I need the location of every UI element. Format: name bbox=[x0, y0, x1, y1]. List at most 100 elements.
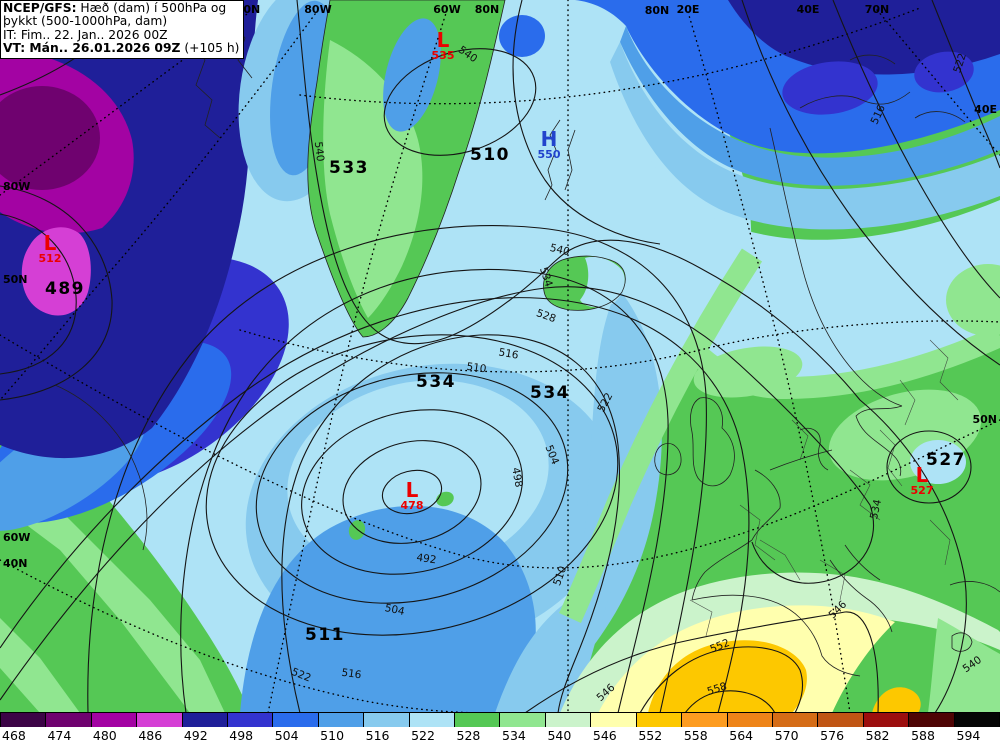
coordinate-label: 40N bbox=[3, 557, 28, 570]
scale-value: 552 bbox=[638, 728, 663, 743]
init-time: IT: Fim.. 22. Jan.. 2026 00Z bbox=[3, 27, 168, 42]
thickness-scale-labels: 468 474 480 486 492 498 504 510 516 522 528 534 540 5… bbox=[0, 727, 1000, 745]
baltic-coast bbox=[855, 405, 903, 477]
low-center-marker: L bbox=[44, 231, 57, 255]
iberia-coast bbox=[691, 594, 861, 677]
coordinate-label: 50N bbox=[972, 413, 997, 426]
coordinate-label: 40E bbox=[797, 3, 820, 16]
center-value: 550 bbox=[538, 148, 561, 161]
coordinate-label: 60W bbox=[433, 3, 460, 16]
low-center-marker: L bbox=[406, 478, 419, 502]
color-swatch bbox=[909, 713, 955, 727]
color-swatch bbox=[182, 713, 229, 727]
scale-value: 588 bbox=[911, 728, 935, 743]
thickness-label: 510 bbox=[470, 145, 510, 165]
color-swatch bbox=[137, 713, 183, 727]
scale-value: 492 bbox=[183, 728, 208, 743]
color-swatch bbox=[545, 713, 592, 727]
scale-value: 504 bbox=[274, 728, 299, 743]
blacksea-coast bbox=[949, 581, 1000, 652]
scale-value: 540 bbox=[547, 728, 572, 743]
contour-label: 540 bbox=[312, 141, 326, 162]
coordinate-label: 70N bbox=[865, 3, 890, 16]
color-swatch bbox=[591, 713, 637, 727]
contour-label: 534 bbox=[868, 498, 884, 520]
thickness-fill-layer bbox=[0, 0, 1000, 713]
high-center-marker: H bbox=[541, 127, 558, 151]
model-name: NCEP/GFS: bbox=[3, 1, 77, 15]
color-swatch bbox=[682, 713, 728, 727]
contour-label: 498 bbox=[509, 467, 524, 489]
coordinate-label: 50N bbox=[3, 273, 28, 286]
thickness-label: 511 bbox=[305, 625, 345, 645]
biscay-coast bbox=[691, 539, 753, 601]
border-layer bbox=[689, 339, 959, 637]
color-swatch bbox=[318, 713, 365, 727]
scale-value: 570 bbox=[774, 728, 799, 743]
color-swatch bbox=[91, 713, 138, 727]
ireland-coast bbox=[654, 443, 682, 476]
contour-label: 492 bbox=[416, 552, 438, 567]
thickness-label: 534 bbox=[530, 383, 570, 403]
contour-label: 558 bbox=[706, 680, 729, 698]
low-center-marker: L bbox=[437, 28, 450, 52]
contour-label: 516 bbox=[341, 667, 363, 682]
contour-label: 504 bbox=[384, 602, 406, 618]
scale-value: 480 bbox=[92, 728, 117, 743]
scale-value: 498 bbox=[229, 728, 254, 743]
contour-label: 534 bbox=[537, 266, 555, 289]
color-swatch bbox=[500, 713, 546, 727]
center-value: 512 bbox=[39, 252, 62, 265]
thickness-label: 534 bbox=[416, 372, 456, 392]
center-value: 535 bbox=[432, 49, 455, 62]
contour-label: 510 bbox=[466, 361, 488, 376]
scale-value: 534 bbox=[502, 728, 526, 743]
scale-value: 522 bbox=[411, 728, 435, 743]
color-swatch bbox=[727, 713, 773, 727]
contour-label: 522 bbox=[951, 52, 969, 75]
contour-layer bbox=[0, 0, 1000, 713]
color-swatch bbox=[636, 713, 683, 727]
coordinate-label: 40E bbox=[974, 103, 997, 116]
color-swatch bbox=[46, 713, 92, 727]
thickness-label: 527 bbox=[926, 450, 966, 470]
greenland-coast bbox=[307, 0, 506, 338]
britain-coast bbox=[690, 397, 735, 487]
low-center-marker: L bbox=[916, 463, 929, 487]
color-swatch bbox=[818, 713, 864, 727]
scale-value: 516 bbox=[365, 728, 390, 743]
thickness-label: 533 bbox=[329, 158, 369, 178]
scale-value: 564 bbox=[729, 728, 754, 743]
color-swatch bbox=[228, 713, 274, 727]
coordinate-label: 80N bbox=[645, 4, 670, 17]
whitesea-coast bbox=[799, 54, 966, 123]
scale-value: 546 bbox=[592, 728, 617, 743]
iceland-coast bbox=[543, 255, 626, 311]
thickness-label: 489 bbox=[45, 279, 85, 299]
color-swatch bbox=[455, 713, 501, 727]
title-box: NCEP/GFS: Hæð (dam) í 500hPa og þykkt (5… bbox=[0, 0, 245, 59]
color-swatch bbox=[863, 713, 910, 727]
scale-value: 594 bbox=[956, 728, 981, 743]
scale-value: 528 bbox=[456, 728, 481, 743]
coordinate-label: 80W bbox=[304, 3, 331, 16]
contour-label: 516 bbox=[498, 346, 520, 361]
norway-coast bbox=[769, 127, 903, 407]
scale-value: 486 bbox=[138, 728, 163, 743]
scale-value: 468 bbox=[2, 728, 26, 743]
coordinate-label: 60W bbox=[3, 531, 30, 544]
scale-value: 582 bbox=[865, 728, 890, 743]
labrador-coast bbox=[54, 384, 148, 551]
coordinate-label: 20E bbox=[677, 3, 700, 16]
valid-time: VT: Mán.. 26.01.2026 09Z (+105 h) bbox=[3, 41, 240, 56]
color-swatch bbox=[0, 713, 47, 727]
title-line-2: þykkt (500-1000hPa, dam) bbox=[3, 14, 168, 29]
title-line-1: NCEP/GFS: Hæð (dam) í 500hPa og bbox=[3, 1, 227, 15]
thickness-color-scale bbox=[0, 712, 1000, 728]
color-swatch bbox=[364, 713, 410, 727]
scale-value: 474 bbox=[47, 728, 72, 743]
weather-map: 5405405405345285165105225044984925105045… bbox=[0, 0, 1000, 713]
center-value: 478 bbox=[401, 499, 424, 512]
contour-label: 540 bbox=[549, 242, 571, 258]
channel-coast bbox=[751, 469, 781, 541]
